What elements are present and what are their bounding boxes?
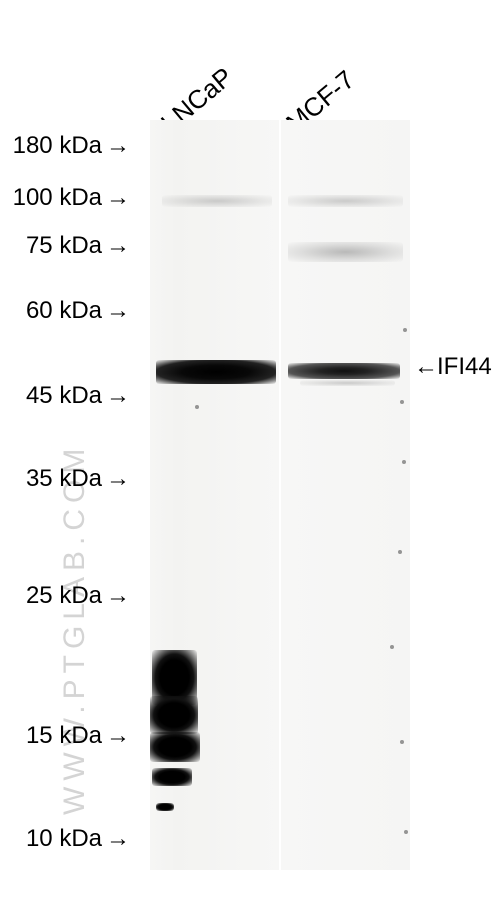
arrow-icon: →: [106, 825, 130, 853]
arrow-icon: →: [106, 382, 130, 410]
arrow-icon: →: [106, 722, 130, 750]
mw-marker-35: 35 kDa→: [0, 465, 130, 493]
lane-separator: [279, 120, 281, 870]
speckle: [403, 328, 407, 332]
blot-membrane: [150, 120, 410, 870]
mw-marker-15: 15 kDa→: [0, 722, 130, 750]
band-lane1-lowmw-5: [156, 803, 174, 811]
band-lane1-lowmw-2: [150, 696, 198, 734]
mw-marker-60: 60 kDa→: [0, 297, 130, 325]
band-lane2-78kda: [288, 242, 403, 262]
speckle: [404, 830, 408, 834]
arrow-icon: →: [106, 297, 130, 325]
band-lane2-100kda: [288, 195, 403, 207]
mw-marker-75: 75 kDa→: [0, 232, 130, 260]
watermark-text: WWW.PTGLAB.COM: [58, 443, 92, 815]
arrow-icon: →: [106, 184, 130, 212]
western-blot-figure: WWW.PTGLAB.COM LNCaP MCF-7 180 kDa→ 100 …: [0, 0, 500, 903]
band-lane1-ifi44: [156, 360, 276, 384]
band-lane1-lowmw-4: [152, 768, 192, 786]
band-lane1-lowmw-3: [150, 732, 200, 762]
band-lane2-ifi44: [288, 363, 400, 379]
band-lane2-ifi44-shadow: [300, 380, 395, 386]
speckle: [400, 400, 404, 404]
band-lane1-100kda: [162, 195, 272, 207]
speckle: [195, 405, 199, 409]
arrow-icon: →: [106, 465, 130, 493]
mw-marker-10: 10 kDa→: [0, 825, 130, 853]
speckle: [400, 740, 404, 744]
mw-marker-25: 25 kDa→: [0, 582, 130, 610]
mw-marker-180: 180 kDa→: [0, 132, 130, 160]
target-arrow-icon: ←: [414, 353, 438, 381]
speckle: [402, 460, 406, 464]
arrow-icon: →: [106, 582, 130, 610]
mw-marker-45: 45 kDa→: [0, 382, 130, 410]
target-label: IFI44: [437, 353, 492, 381]
speckle: [398, 550, 402, 554]
speckle: [390, 645, 394, 649]
arrow-icon: →: [106, 232, 130, 260]
mw-marker-100: 100 kDa→: [0, 184, 130, 212]
arrow-icon: →: [106, 132, 130, 160]
lane-2: [280, 120, 410, 870]
